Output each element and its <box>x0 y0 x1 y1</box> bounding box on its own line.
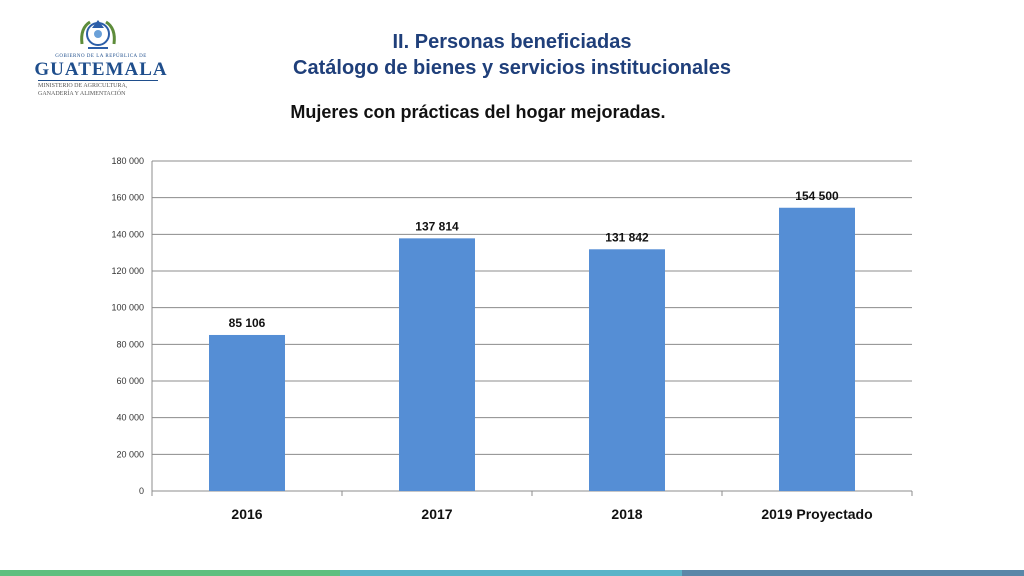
data-label: 131 842 <box>605 230 649 244</box>
logo-subtitle-line1: MINISTERIO DE AGRICULTURA, <box>38 83 128 89</box>
bar-2 <box>399 238 475 491</box>
logo-subtitle: MINISTERIO DE AGRICULTURA, GANADERÍA Y A… <box>38 80 158 98</box>
footer-bar-green <box>0 570 340 576</box>
y-tick-label: 140 000 <box>111 229 144 239</box>
y-tick-label: 80 000 <box>116 339 144 349</box>
chart-title: Mujeres con prácticas del hogar mejorada… <box>290 102 666 122</box>
coat-of-arms-icon <box>80 20 116 49</box>
x-category-label: 2017 <box>421 506 452 522</box>
y-tick-label: 180 000 <box>111 156 144 166</box>
logo-main-text: GUATEMALA <box>34 59 168 80</box>
y-tick-label: 160 000 <box>111 193 144 203</box>
y-tick-label: 20 000 <box>116 449 144 459</box>
ministry-logo: GOBIERNO DE LA REPÚBLICA DE GUATEMALA MI… <box>26 14 176 97</box>
x-category-label: 2019 Proyectado <box>761 506 872 522</box>
x-category-label: 2016 <box>231 506 262 522</box>
y-tick-label: 0 <box>139 486 144 496</box>
bar-3 <box>589 249 665 491</box>
page-title-line1: II. Personas beneficiadas <box>392 31 632 53</box>
data-label: 137 814 <box>415 219 459 233</box>
y-tick-label: 60 000 <box>116 376 144 386</box>
page-title-line2: Catálogo de bienes y servicios instituci… <box>293 57 731 79</box>
logo-top-text: GOBIERNO DE LA REPÚBLICA DE <box>55 54 147 59</box>
data-label: 154 500 <box>795 189 839 203</box>
bar-4 <box>779 207 855 491</box>
footer-bar-blue <box>682 570 1024 576</box>
y-tick-label: 100 000 <box>111 303 144 313</box>
y-tick-label: 120 000 <box>111 266 144 276</box>
bar-1 <box>209 334 285 491</box>
y-tick-label: 40 000 <box>116 413 144 423</box>
x-category-label: 2018 <box>611 506 642 522</box>
footer-bar-teal <box>340 570 682 576</box>
data-label: 85 106 <box>229 316 266 330</box>
logo-subtitle-line2: GANADERÍA Y ALIMENTACIÓN <box>38 91 126 97</box>
